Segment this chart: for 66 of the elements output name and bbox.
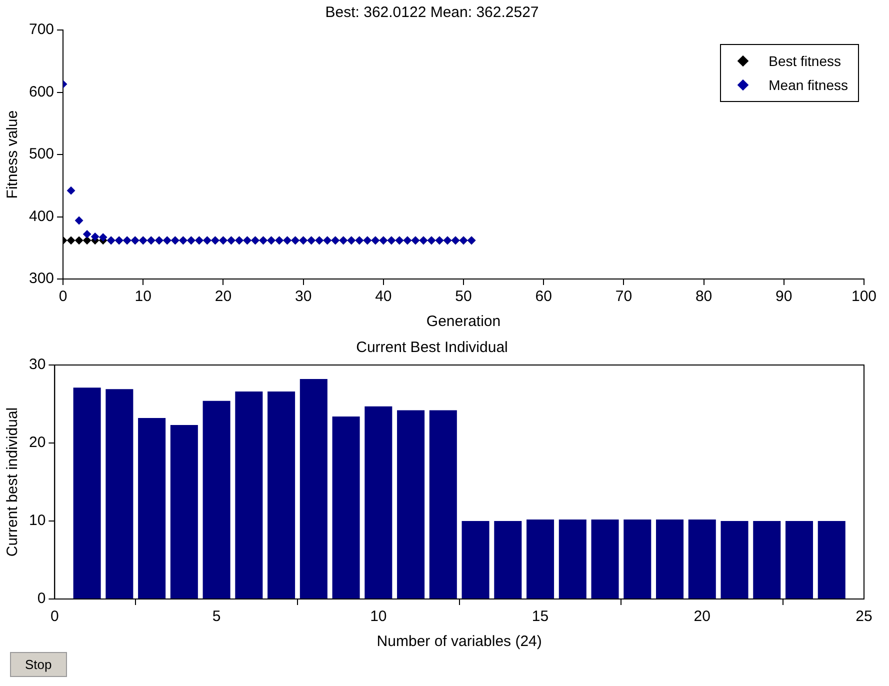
legend-label: Mean fitness [768, 76, 848, 95]
x-axis-title: Number of variables (24) [376, 633, 542, 650]
bar [558, 519, 586, 598]
x-tick-label: 80 [695, 288, 712, 306]
point [91, 232, 100, 241]
point [75, 236, 84, 244]
y-tick-label: 0 [37, 590, 46, 608]
bar [591, 519, 619, 598]
bar [138, 418, 166, 598]
point [99, 233, 108, 242]
bar [818, 521, 846, 598]
point [83, 230, 92, 238]
point [67, 186, 76, 195]
x-tick-label: 20 [214, 288, 232, 306]
bar [494, 521, 522, 598]
bar [720, 521, 748, 598]
bar [235, 392, 263, 598]
y-tick-label: 10 [28, 512, 46, 530]
stop-button: Stop [10, 652, 67, 677]
y-tick-label: 400 [28, 208, 54, 225]
x-tick-label: 0 [58, 288, 68, 306]
x-tick-label: 60 [535, 288, 552, 306]
y-tick-label: 600 [28, 83, 54, 100]
x-tick-label: 50 [455, 288, 472, 306]
point [83, 236, 92, 244]
bar [753, 521, 781, 598]
y-tick-label: 300 [28, 270, 54, 288]
point [67, 236, 76, 244]
y-axis-title: Fitness value [4, 110, 22, 199]
bar [656, 519, 684, 598]
x-tick-label: 5 [212, 608, 221, 626]
x-tick-label: 15 [532, 608, 549, 626]
bar [688, 519, 716, 598]
x-tick-label: 40 [375, 288, 392, 306]
bar [624, 519, 652, 598]
bar [429, 410, 457, 598]
bar [526, 519, 554, 598]
bar [364, 406, 392, 598]
bar [300, 379, 328, 598]
point [75, 216, 84, 224]
y-tick-label: 30 [28, 356, 46, 374]
x-axis-title: Generation [426, 313, 501, 330]
x-tick-label: 30 [294, 288, 312, 306]
x-tick-label: 70 [615, 288, 632, 306]
y-tick-label: 700 [28, 21, 54, 38]
bar [397, 410, 425, 598]
bar [106, 389, 134, 598]
chart-title: Current Best Individual [356, 339, 508, 356]
x-tick-label: 90 [776, 288, 792, 306]
bar [202, 400, 230, 598]
bar [73, 388, 101, 598]
x-tick-label: 25 [856, 608, 872, 626]
bar [268, 392, 296, 598]
x-tick-label: 10 [134, 288, 152, 306]
legend-label: Best fitness [768, 52, 841, 71]
y-tick-label: 20 [28, 434, 46, 452]
bar [785, 521, 814, 598]
y-axis-title: Current best individual [4, 407, 22, 557]
chart-title: Best: 362.0122 Mean: 362.2527 [325, 4, 539, 22]
y-tick-label: 500 [28, 146, 54, 163]
bar [332, 416, 360, 598]
x-tick-label: 20 [694, 608, 710, 626]
x-tick-label: 100 [851, 288, 877, 306]
bar [170, 425, 198, 598]
bar [462, 521, 490, 598]
x-tick-label: 10 [370, 608, 387, 626]
